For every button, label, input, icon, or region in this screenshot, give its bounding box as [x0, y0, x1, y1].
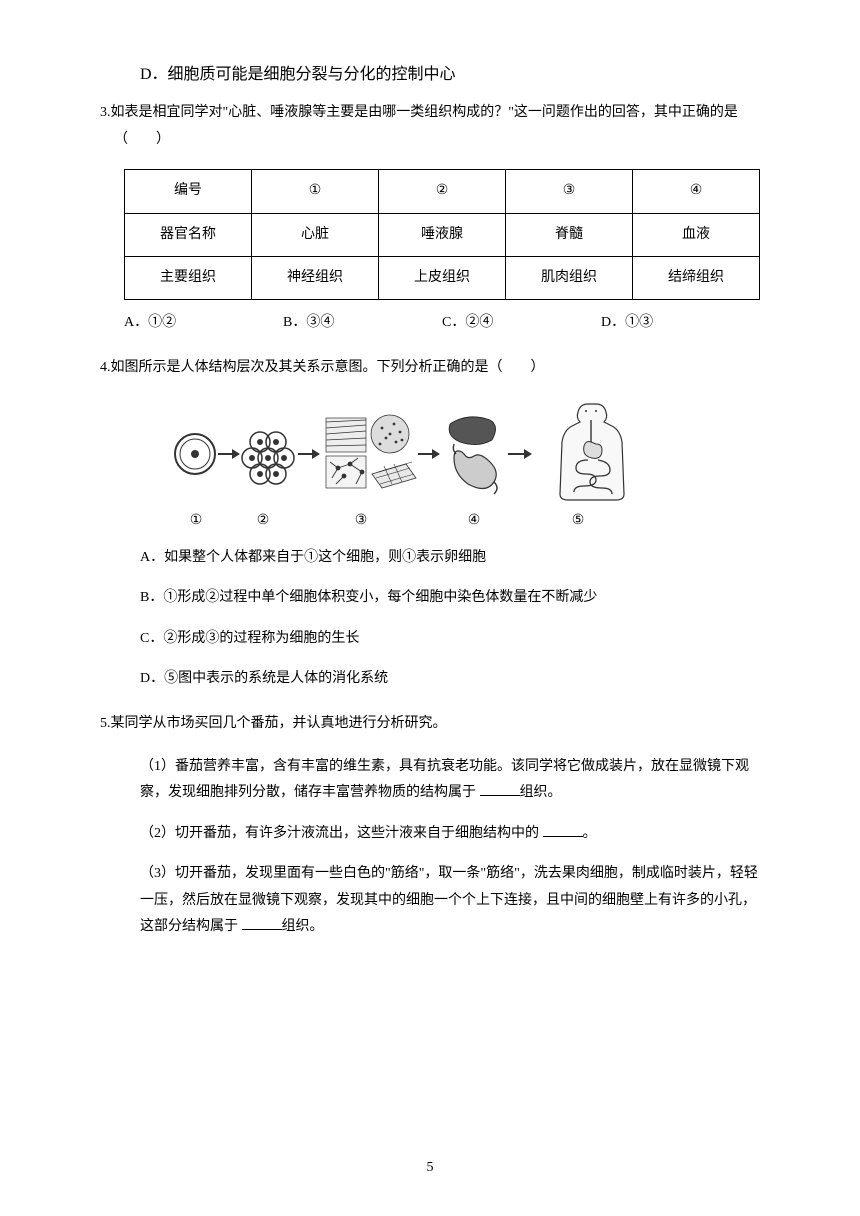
cell: ④ — [633, 170, 760, 213]
q4-diagram — [168, 398, 648, 508]
q5-sub1-text-b: 组织。 — [520, 785, 562, 800]
q3-table: 编号 ① ② ③ ④ 器官名称 心脏 唾液腺 脊髓 血液 主要组织 神经组织 上… — [124, 169, 760, 300]
q4-option-a: A．如果整个人体都来自于①这个细胞，则①表示卵细胞 — [100, 545, 760, 572]
cell: 神经组织 — [252, 256, 379, 299]
table-row: 器官名称 心脏 唾液腺 脊髓 血液 — [125, 213, 760, 256]
q4-option-c: C．②形成③的过程称为细胞的生长 — [100, 626, 760, 653]
diagram-label: ② — [224, 512, 302, 529]
q3-option-c: C．②④ — [442, 310, 601, 337]
fill-blank — [543, 823, 583, 837]
q4-stem: 4.如图所示是人体结构层次及其关系示意图。下列分析正确的是（ ） — [100, 355, 760, 382]
diagram-label: ④ — [420, 512, 528, 529]
q3-option-a: A．①② — [124, 310, 283, 337]
diagram-cell-cluster-icon — [242, 432, 294, 484]
q5-sub1: （1）番茄营养丰富，含有丰富的维生素，具有抗衰老功能。该同学将它做成装片，放在显… — [100, 754, 760, 807]
cell: ② — [379, 170, 506, 213]
arrow-icon — [298, 449, 320, 459]
q3: 3.如表是相宜同学对"心脏、唾液腺等主要是由哪一类组织构成的？"这一问题作出的回… — [100, 100, 760, 337]
q5: 5.某同学从市场买回几个番茄，并认真地进行分析研究。 （1）番茄营养丰富，含有丰… — [100, 711, 760, 941]
q5-sub3-text-a: （3）切开番茄，发现里面有一些白色的"筋络"，取一条"筋络"，洗去果肉细胞，制成… — [140, 866, 758, 934]
cell: 器官名称 — [125, 213, 252, 256]
diagram-label: ③ — [302, 512, 420, 529]
page-container: D．细胞质可能是细胞分裂与分化的控制中心 3.如表是相宜同学对"心脏、唾液腺等主… — [0, 0, 860, 1216]
arrow-icon — [418, 449, 440, 459]
q5-sub2-text-b: 。 — [583, 826, 597, 841]
q2-option-d-text: D．细胞质可能是细胞分裂与分化的控制中心 — [140, 66, 456, 83]
q3-options: A．①② B．③④ C．②④ D．①③ — [100, 310, 760, 337]
q2-option-d: D．细胞质可能是细胞分裂与分化的控制中心 — [100, 60, 760, 84]
q3-table-wrap: 编号 ① ② ③ ④ 器官名称 心脏 唾液腺 脊髓 血液 主要组织 神经组织 上… — [100, 169, 760, 300]
q5-sub2-text-a: （2）切开番茄，有许多汁液流出，这些汁液来自于细胞结构中的 — [140, 826, 543, 841]
diagram-human-system-icon — [560, 404, 624, 500]
q4-diagram-labels: ① ② ③ ④ ⑤ — [168, 512, 628, 529]
cell: 肌肉组织 — [506, 256, 633, 299]
fill-blank — [242, 916, 282, 930]
q4-option-b: B．①形成②过程中单个细胞体积变小，每个细胞中染色体数量在不断减少 — [100, 585, 760, 612]
diagram-organs-icon — [449, 416, 497, 493]
arrow-icon — [218, 449, 240, 459]
cell: 脊髓 — [506, 213, 633, 256]
q3-option-d: D．①③ — [601, 310, 760, 337]
q3-option-b: B．③④ — [283, 310, 442, 337]
cell: 血液 — [633, 213, 760, 256]
q4-option-d: D．⑤图中表示的系统是人体的消化系统 — [100, 666, 760, 693]
diagram-label: ① — [168, 512, 224, 529]
arrow-icon — [508, 449, 532, 459]
cell: 结缔组织 — [633, 256, 760, 299]
diagram-tissues-icon — [326, 415, 416, 488]
cell: ③ — [506, 170, 633, 213]
q5-sub1-text-a: （1）番茄营养丰富，含有丰富的维生素，具有抗衰老功能。该同学将它做成装片，放在显… — [140, 759, 749, 801]
q5-sub2: （2）切开番茄，有许多汁液流出，这些汁液来自于细胞结构中的 。 — [100, 821, 760, 848]
cell: ① — [252, 170, 379, 213]
table-row: 主要组织 神经组织 上皮组织 肌肉组织 结缔组织 — [125, 256, 760, 299]
cell: 唾液腺 — [379, 213, 506, 256]
q5-stem: 5.某同学从市场买回几个番茄，并认真地进行分析研究。 — [100, 711, 760, 738]
q5-sub3-text-b: 组织。 — [282, 919, 324, 934]
page-number: 5 — [0, 1160, 860, 1176]
cell: 心脏 — [252, 213, 379, 256]
diagram-cell-icon — [175, 434, 215, 474]
q3-stem: 3.如表是相宜同学对"心脏、唾液腺等主要是由哪一类组织构成的？"这一问题作出的回… — [100, 100, 760, 153]
cell: 主要组织 — [125, 256, 252, 299]
diagram-label: ⑤ — [528, 512, 628, 529]
fill-blank — [480, 782, 520, 796]
table-row: 编号 ① ② ③ ④ — [125, 170, 760, 213]
cell: 上皮组织 — [379, 256, 506, 299]
q4: 4.如图所示是人体结构层次及其关系示意图。下列分析正确的是（ ） — [100, 355, 760, 693]
q5-sub3: （3）切开番茄，发现里面有一些白色的"筋络"，取一条"筋络"，洗去果肉细胞，制成… — [100, 861, 760, 941]
cell: 编号 — [125, 170, 252, 213]
